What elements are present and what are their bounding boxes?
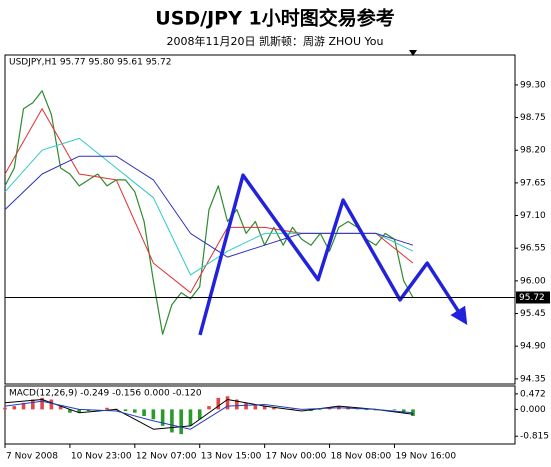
histogram-bar	[318, 409, 323, 411]
series-line	[4, 155, 414, 258]
x-tick-label: 17 Nov 00:00	[266, 452, 327, 462]
histogram-bar	[105, 407, 109, 410]
histogram-bar	[244, 402, 248, 410]
histogram-bar	[151, 409, 156, 420]
histogram-bar	[3, 407, 7, 410]
histogram-bar	[235, 399, 239, 410]
x-tick-label: 10 Nov 23:00	[71, 452, 132, 462]
histogram-bar	[160, 409, 165, 426]
y-tick-label: 94.90	[520, 342, 546, 352]
histogram-bar	[290, 408, 295, 410]
price-label: 95.72	[519, 293, 545, 303]
histogram-bar	[170, 409, 174, 433]
histogram-bar	[133, 409, 137, 413]
y-tick-label: 98.20	[520, 146, 546, 156]
panel-label: MACD(12,26,9) -0.249 -0.156 0.000 -0.120	[9, 389, 202, 399]
histogram-bar	[197, 409, 202, 420]
y-tick-label: 94.35	[520, 374, 546, 384]
histogram-bar	[262, 406, 267, 410]
histogram-bar	[31, 399, 35, 410]
histogram-bar	[68, 409, 72, 413]
panel-label: USDJPY,H1 95.77 95.80 95.61 95.72	[9, 58, 171, 68]
histogram-bar	[58, 406, 63, 410]
x-tick-label: 7 Nov 2008	[6, 452, 58, 462]
shift-marker	[409, 50, 417, 56]
x-tick-label: 19 Nov 16:00	[395, 452, 456, 462]
y-tick-label: 97.10	[520, 211, 546, 221]
histogram-bar	[253, 404, 258, 410]
histogram-bar	[392, 409, 397, 411]
histogram-bar	[216, 397, 221, 410]
histogram-bar	[272, 407, 276, 410]
histogram-bar	[142, 409, 146, 416]
histogram-bar	[401, 409, 406, 413]
y-tick-label: -0.815	[520, 432, 549, 442]
y-tick-label: 99.30	[520, 80, 546, 90]
histogram-bar	[12, 406, 17, 410]
histogram-bar	[225, 396, 230, 410]
series-line	[4, 90, 414, 335]
y-tick-label: 96.55	[520, 244, 546, 254]
y-tick-label: 0.000	[520, 405, 546, 415]
histogram-bar	[21, 402, 26, 410]
y-tick-label: 98.75	[520, 113, 546, 123]
histogram-bar	[179, 409, 183, 435]
histogram-bar	[123, 409, 128, 412]
series-line	[4, 137, 414, 276]
y-tick-label: 97.65	[520, 178, 546, 188]
y-tick-label: 0.472	[520, 389, 546, 399]
series-line	[4, 399, 414, 430]
x-tick-label: 18 Nov 08:00	[331, 452, 392, 462]
subtitle: 2008年11月20日 凯斯顿：周游 ZHOU You	[167, 34, 384, 48]
macd-frame	[4, 385, 516, 445]
histogram-bar	[207, 406, 211, 410]
series-line	[4, 400, 414, 430]
y-tick-label: 95.45	[520, 309, 546, 319]
histogram-bar	[364, 409, 369, 411]
trend-arrow	[198, 173, 468, 336]
price-box	[516, 291, 550, 304]
histogram-bar	[77, 409, 81, 413]
x-tick-label: 12 Nov 07:00	[136, 452, 197, 462]
histogram-bar	[40, 397, 44, 410]
y-tick-label: 96.00	[520, 276, 546, 286]
title: USD/JPY 1小时图交易参考	[155, 7, 394, 30]
x-tick-label: 13 Nov 15:00	[201, 452, 262, 462]
price-frame	[4, 54, 516, 385]
histogram-bar	[49, 399, 54, 410]
histogram-bar	[188, 409, 193, 426]
series-line	[4, 108, 414, 294]
